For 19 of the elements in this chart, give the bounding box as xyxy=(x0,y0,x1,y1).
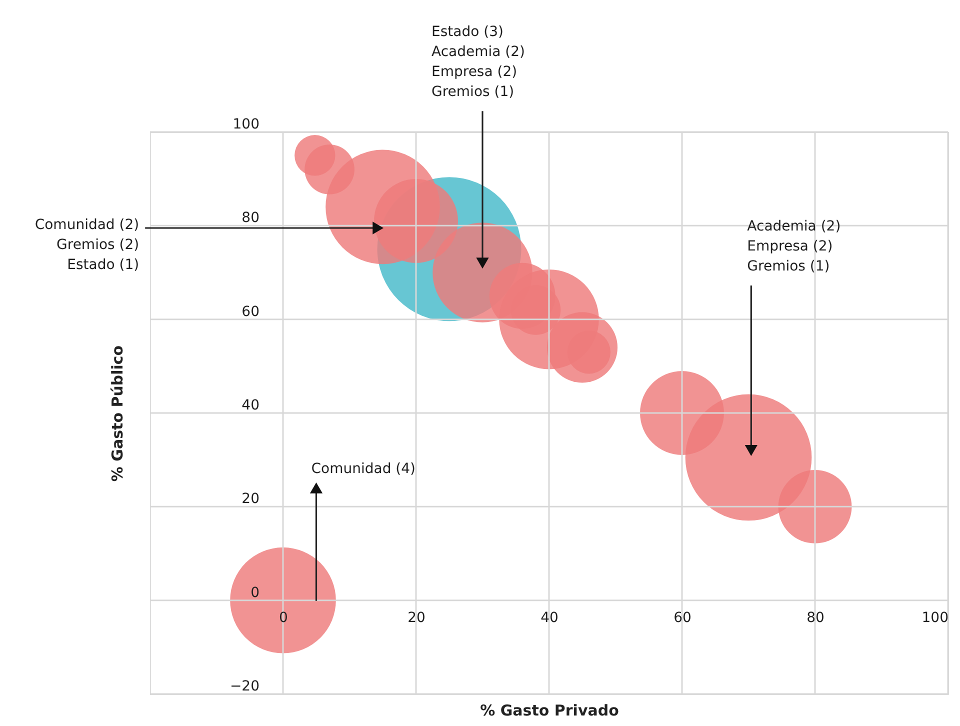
y-axis-title: % Gasto Público xyxy=(108,345,126,482)
x-tick-label: 0 xyxy=(279,610,288,626)
annotation: Estado (3) Academia (2) Empresa (2) Gremios (1) xyxy=(432,24,525,100)
y-tick-label: 0 xyxy=(250,584,260,601)
annotation: Academia (2) Empresa (2) Gremios (1) xyxy=(747,218,841,274)
x-tick-label: 20 xyxy=(408,610,426,626)
x-tick-label: 40 xyxy=(540,610,558,626)
y-tick-label: −20 xyxy=(230,678,260,694)
x-tick-label: 80 xyxy=(806,610,824,626)
x-tick-label: 100 xyxy=(922,610,948,626)
x-axis-title: % Gasto Privado xyxy=(480,702,619,720)
y-tick-label: 20 xyxy=(242,491,260,508)
y-tick-label: 60 xyxy=(242,304,260,320)
y-tick-label: 40 xyxy=(242,398,260,414)
annotation: Comunidad (2) Gremios (2) Estado (1) xyxy=(34,217,140,274)
x-tick-label: 60 xyxy=(674,610,692,626)
annotation: Comunidad (4) xyxy=(311,460,416,477)
y-tick-label: 80 xyxy=(242,210,260,226)
y-tick-label: 100 xyxy=(232,116,260,132)
